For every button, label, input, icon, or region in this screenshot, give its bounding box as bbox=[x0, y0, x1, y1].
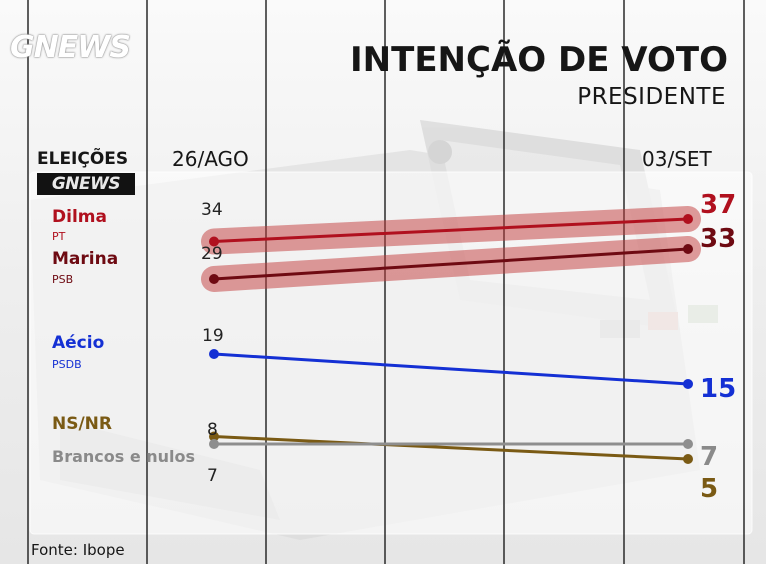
end-value-marina: 33 bbox=[700, 224, 737, 254]
end-value-nsnr: 5 bbox=[700, 474, 719, 504]
data-point-dilma-start bbox=[209, 236, 219, 247]
data-point-nsnr-end bbox=[683, 454, 693, 464]
data-point-brancos-start bbox=[209, 439, 219, 449]
end-value-aecio: 15 bbox=[700, 374, 737, 404]
legend-name-marina: Marina bbox=[52, 249, 119, 269]
data-point-marina-start bbox=[209, 274, 219, 284]
x-tick-label-start: 26/AGO bbox=[172, 147, 249, 171]
start-value-aecio: 19 bbox=[202, 326, 224, 346]
chart-title: INTENÇÃO DE VOTO bbox=[350, 40, 728, 80]
data-point-aecio-start bbox=[209, 349, 219, 359]
gnews-small-logo: GNEWS bbox=[37, 173, 135, 195]
legend-name-brancos: Brancos e nulos bbox=[52, 447, 196, 466]
start-value-nsnr: 8 bbox=[207, 420, 218, 440]
gnews-logo: GNEWS bbox=[10, 30, 131, 65]
series-line-dilma bbox=[213, 217, 689, 243]
start-value-dilma: 34 bbox=[201, 200, 223, 220]
start-value-brancos: 7 bbox=[207, 466, 218, 486]
start-value-marina: 29 bbox=[201, 244, 223, 264]
data-point-aecio-end bbox=[683, 379, 693, 389]
data-point-brancos-end bbox=[683, 439, 693, 449]
eleicoes-label: ELEIÇÕES bbox=[37, 149, 129, 169]
legend-name-aecio: Aécio bbox=[52, 333, 105, 353]
legend-party-marina: PSB bbox=[52, 273, 74, 286]
legend-party-dilma: PT bbox=[52, 230, 66, 243]
series-line-aecio bbox=[213, 352, 689, 386]
x-tick-label-end: 03/SET bbox=[642, 147, 712, 171]
data-point-dilma-end bbox=[683, 214, 693, 224]
legend-name-nsnr: NS/NR bbox=[52, 414, 112, 434]
series-points bbox=[209, 214, 693, 464]
data-point-marina-end bbox=[683, 244, 693, 254]
end-value-brancos: 7 bbox=[700, 442, 719, 472]
source-note: Fonte: Ibope bbox=[31, 541, 125, 559]
legend-name-dilma: Dilma bbox=[52, 207, 107, 227]
chart-subtitle: PRESIDENTE bbox=[577, 84, 726, 110]
data-point-nsnr-start bbox=[209, 431, 219, 442]
series-lines bbox=[213, 217, 689, 461]
end-value-dilma: 37 bbox=[700, 190, 737, 220]
series-line-nsnr bbox=[213, 435, 689, 461]
legend-party-aecio: PSDB bbox=[52, 358, 82, 371]
series-line-marina bbox=[213, 247, 689, 281]
